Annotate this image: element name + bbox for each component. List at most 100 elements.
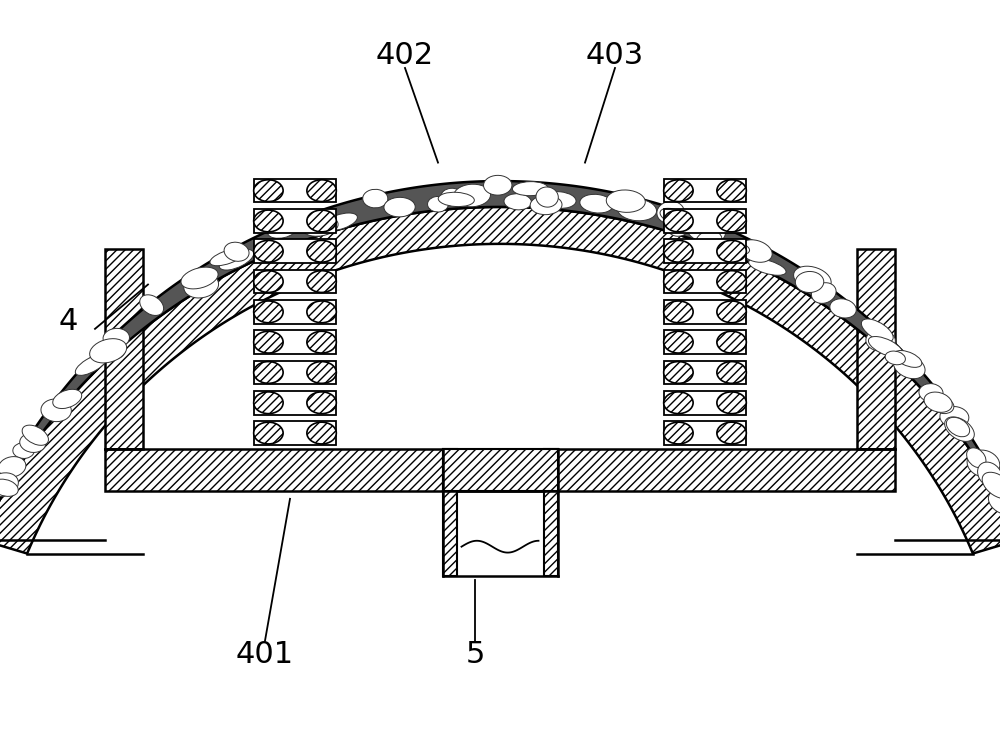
Ellipse shape — [687, 218, 725, 243]
Ellipse shape — [967, 450, 1000, 477]
Bar — [664, 330, 746, 354]
Bar — [254, 270, 336, 293]
Ellipse shape — [307, 270, 336, 293]
Ellipse shape — [0, 457, 26, 477]
Ellipse shape — [978, 462, 1000, 488]
Ellipse shape — [504, 194, 531, 210]
Ellipse shape — [254, 361, 283, 384]
Ellipse shape — [0, 479, 18, 497]
Ellipse shape — [307, 392, 336, 414]
Ellipse shape — [484, 175, 512, 195]
Ellipse shape — [740, 239, 772, 262]
Ellipse shape — [664, 392, 693, 414]
Ellipse shape — [307, 422, 336, 444]
Ellipse shape — [717, 331, 746, 353]
Bar — [664, 421, 746, 445]
Ellipse shape — [184, 273, 219, 298]
Polygon shape — [0, 181, 1000, 539]
Ellipse shape — [664, 422, 693, 444]
Ellipse shape — [794, 266, 831, 291]
Ellipse shape — [254, 270, 283, 293]
Bar — [254, 239, 336, 263]
Bar — [254, 361, 336, 384]
Ellipse shape — [988, 490, 1000, 514]
Bar — [254, 391, 336, 415]
Ellipse shape — [210, 249, 244, 266]
Ellipse shape — [894, 350, 922, 367]
Bar — [857, 249, 895, 449]
Ellipse shape — [438, 192, 474, 207]
Bar — [664, 239, 746, 263]
Ellipse shape — [885, 351, 905, 365]
Bar — [143, 434, 163, 449]
Ellipse shape — [254, 240, 283, 262]
Text: 403: 403 — [586, 41, 644, 70]
Bar — [442, 449, 558, 491]
Ellipse shape — [924, 392, 952, 412]
Ellipse shape — [830, 299, 856, 318]
Polygon shape — [0, 207, 1000, 554]
Bar — [105, 449, 895, 491]
Ellipse shape — [660, 208, 689, 225]
Ellipse shape — [454, 184, 490, 207]
Ellipse shape — [717, 301, 746, 323]
Ellipse shape — [861, 319, 893, 342]
Bar — [664, 209, 746, 233]
Ellipse shape — [181, 267, 218, 289]
Ellipse shape — [717, 210, 746, 232]
Ellipse shape — [795, 271, 824, 293]
Ellipse shape — [945, 417, 974, 441]
Ellipse shape — [717, 422, 746, 444]
Ellipse shape — [664, 301, 693, 323]
Bar — [837, 434, 857, 449]
Ellipse shape — [606, 190, 645, 212]
Ellipse shape — [868, 336, 903, 357]
Ellipse shape — [20, 433, 46, 452]
Bar — [664, 179, 746, 202]
Ellipse shape — [580, 194, 613, 213]
Ellipse shape — [307, 331, 336, 353]
Bar — [442, 449, 456, 576]
Ellipse shape — [657, 201, 684, 224]
Ellipse shape — [428, 197, 448, 212]
Ellipse shape — [664, 270, 693, 293]
Bar — [254, 330, 336, 354]
Ellipse shape — [932, 398, 954, 414]
Bar — [456, 491, 544, 566]
Bar — [664, 391, 746, 415]
Ellipse shape — [717, 270, 746, 293]
Ellipse shape — [441, 188, 463, 204]
Ellipse shape — [717, 180, 746, 202]
Bar — [105, 249, 143, 449]
Ellipse shape — [542, 191, 576, 208]
Ellipse shape — [22, 425, 48, 446]
Ellipse shape — [140, 295, 164, 316]
Text: 4: 4 — [58, 307, 78, 336]
Bar — [254, 179, 336, 202]
Ellipse shape — [717, 361, 746, 384]
Ellipse shape — [41, 399, 71, 422]
Ellipse shape — [664, 331, 693, 353]
Bar — [664, 270, 746, 293]
Ellipse shape — [664, 180, 693, 202]
Ellipse shape — [811, 283, 836, 304]
Ellipse shape — [664, 240, 693, 262]
Bar — [664, 300, 746, 324]
Ellipse shape — [717, 241, 750, 256]
Ellipse shape — [946, 418, 970, 437]
Ellipse shape — [307, 240, 336, 262]
Ellipse shape — [0, 473, 18, 497]
Ellipse shape — [13, 443, 34, 458]
Ellipse shape — [512, 182, 548, 196]
Ellipse shape — [254, 180, 283, 202]
Ellipse shape — [530, 195, 562, 214]
Ellipse shape — [695, 231, 722, 253]
Ellipse shape — [307, 361, 336, 384]
Ellipse shape — [53, 389, 82, 409]
Ellipse shape — [982, 472, 1000, 499]
Ellipse shape — [101, 341, 126, 360]
Text: 401: 401 — [236, 639, 294, 669]
Bar — [544, 449, 558, 576]
Ellipse shape — [307, 180, 336, 202]
Ellipse shape — [254, 331, 283, 353]
